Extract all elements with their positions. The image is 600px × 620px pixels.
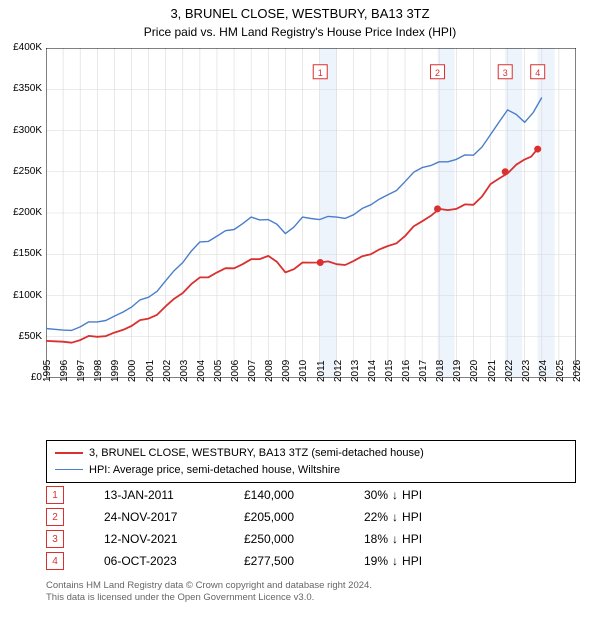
legend-label: HPI: Average price, semi-detached house,…	[89, 462, 340, 479]
transaction-delta: 18%↓HPI	[364, 532, 464, 546]
x-tick-label: 2002	[162, 360, 173, 382]
x-tick-label: 2000	[127, 360, 138, 382]
svg-text:3: 3	[503, 68, 508, 78]
x-tick-label: 2017	[418, 360, 429, 382]
transaction-price: £140,000	[244, 488, 324, 502]
x-tick-label: 1996	[59, 360, 70, 382]
x-tick-label: 1997	[76, 360, 87, 382]
x-tick-label: 2021	[487, 360, 498, 382]
y-tick-label: £300K	[13, 125, 42, 136]
legend-label: 3, BRUNEL CLOSE, WESTBURY, BA13 3TZ (sem…	[89, 445, 424, 462]
transaction-delta: 30%↓HPI	[364, 488, 464, 502]
x-tick-label: 2014	[367, 360, 378, 382]
y-tick-label: £250K	[13, 166, 42, 177]
transaction-date: 13-JAN-2011	[104, 488, 204, 502]
svg-text:4: 4	[535, 68, 540, 78]
x-tick-label: 1998	[93, 360, 104, 382]
transaction-badge: 1	[46, 486, 64, 504]
transaction-date: 06-OCT-2023	[104, 554, 204, 568]
table-row: 4 06-OCT-2023 £277,500 19%↓HPI	[46, 550, 576, 572]
down-arrow-icon: ↓	[392, 510, 398, 524]
x-tick-label: 2024	[538, 360, 549, 382]
table-row: 2 24-NOV-2017 £205,000 22%↓HPI	[46, 506, 576, 528]
transaction-price: £250,000	[244, 532, 324, 546]
y-tick-label: £350K	[13, 83, 42, 94]
down-arrow-icon: ↓	[392, 532, 398, 546]
transaction-date: 12-NOV-2021	[104, 532, 204, 546]
legend-item: HPI: Average price, semi-detached house,…	[55, 462, 567, 479]
svg-text:1: 1	[318, 68, 323, 78]
y-tick-label: £0	[31, 372, 42, 383]
chart-container: 3, BRUNEL CLOSE, WESTBURY, BA13 3TZ Pric…	[0, 0, 600, 620]
price-chart: 1 2 3 4	[46, 48, 576, 378]
transaction-date: 24-NOV-2017	[104, 510, 204, 524]
x-tick-label: 2026	[572, 360, 583, 382]
x-tick-label: 2016	[401, 360, 412, 382]
x-tick-label: 2018	[435, 360, 446, 382]
transactions-table: 1 13-JAN-2011 £140,000 30%↓HPI 2 24-NOV-2017 £…	[46, 484, 576, 572]
x-tick-label: 2004	[196, 360, 207, 382]
chart-title-line2: Price paid vs. HM Land Registry's House …	[0, 23, 600, 45]
transaction-badge: 2	[46, 508, 64, 526]
transaction-delta: 19%↓HPI	[364, 554, 464, 568]
x-tick-label: 2013	[350, 360, 361, 382]
x-tick-label: 2010	[298, 360, 309, 382]
footer-line2: This data is licensed under the Open Gov…	[46, 592, 576, 604]
x-tick-label: 1995	[42, 360, 53, 382]
x-tick-label: 2019	[452, 360, 463, 382]
y-tick-label: £100K	[13, 290, 42, 301]
table-row: 3 12-NOV-2021 £250,000 18%↓HPI	[46, 528, 576, 550]
x-tick-label: 2001	[145, 360, 156, 382]
y-tick-label: £150K	[13, 248, 42, 259]
x-tick-label: 2011	[316, 360, 327, 382]
y-tick-label: £200K	[13, 207, 42, 218]
x-tick-label: 2020	[469, 360, 480, 382]
x-tick-label: 1999	[110, 360, 121, 382]
legend-item: 3, BRUNEL CLOSE, WESTBURY, BA13 3TZ (sem…	[55, 445, 567, 462]
transaction-price: £277,500	[244, 554, 324, 568]
down-arrow-icon: ↓	[392, 554, 398, 568]
transaction-price: £205,000	[244, 510, 324, 524]
footer-line1: Contains HM Land Registry data © Crown c…	[46, 580, 576, 592]
transaction-badge: 4	[46, 552, 64, 570]
x-tick-label: 2022	[504, 360, 515, 382]
x-tick-label: 2012	[333, 360, 344, 382]
x-tick-label: 2006	[230, 360, 241, 382]
legend-swatch	[55, 452, 83, 454]
down-arrow-icon: ↓	[392, 488, 398, 502]
footer-attribution: Contains HM Land Registry data © Crown c…	[46, 580, 576, 605]
x-tick-label: 2003	[179, 360, 190, 382]
table-row: 1 13-JAN-2011 £140,000 30%↓HPI	[46, 484, 576, 506]
y-tick-label: £400K	[13, 42, 42, 53]
x-tick-label: 2023	[521, 360, 532, 382]
x-tick-label: 2009	[281, 360, 292, 382]
chart-title-line1: 3, BRUNEL CLOSE, WESTBURY, BA13 3TZ	[0, 0, 600, 23]
transaction-badge: 3	[46, 530, 64, 548]
x-tick-label: 2015	[384, 360, 395, 382]
legend-swatch	[55, 469, 83, 470]
x-tick-label: 2005	[213, 360, 224, 382]
svg-text:2: 2	[435, 68, 440, 78]
y-tick-label: £50K	[19, 331, 42, 342]
x-tick-label: 2007	[247, 360, 258, 382]
x-tick-label: 2008	[264, 360, 275, 382]
x-tick-label: 2025	[555, 360, 566, 382]
legend: 3, BRUNEL CLOSE, WESTBURY, BA13 3TZ (sem…	[46, 440, 576, 483]
transaction-delta: 22%↓HPI	[364, 510, 464, 524]
